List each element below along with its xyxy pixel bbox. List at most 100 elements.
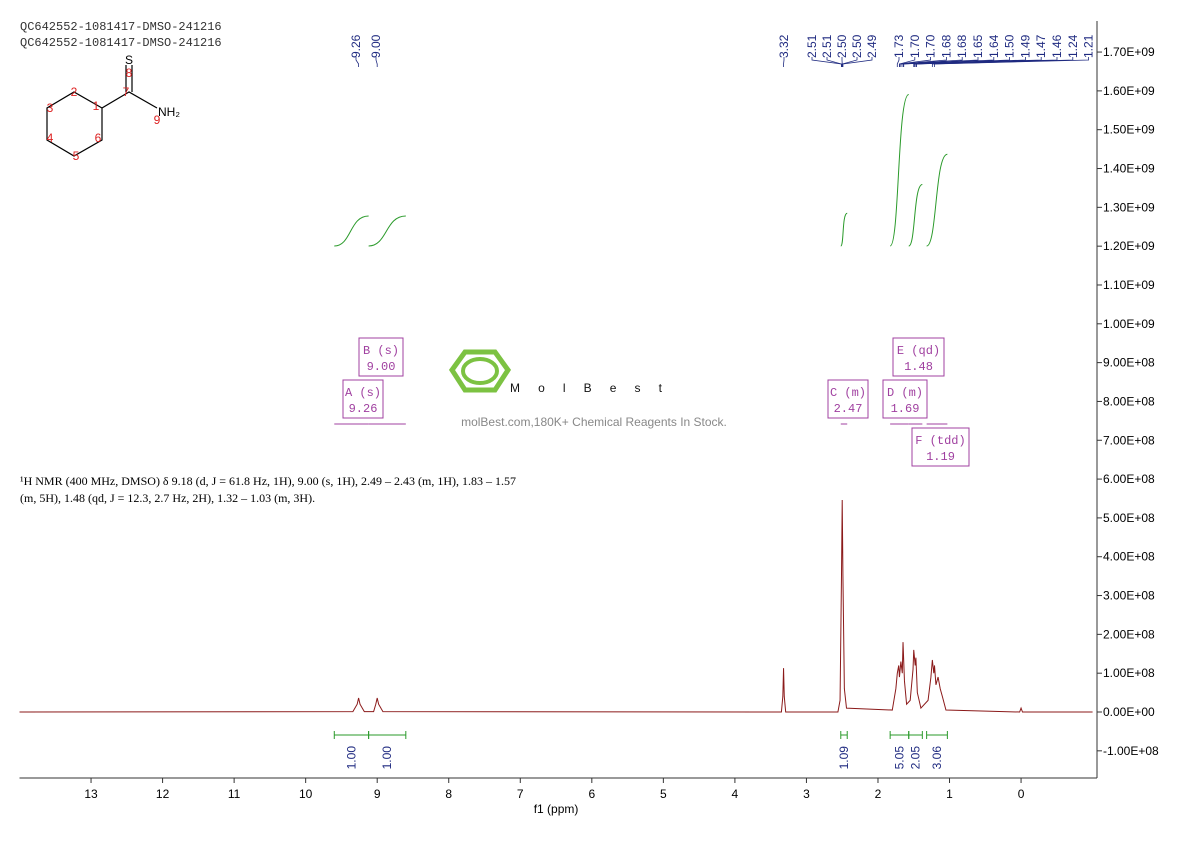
peak-label: 1.49 bbox=[1018, 34, 1032, 58]
multiplet-label: B (s) bbox=[363, 344, 399, 358]
y-tick-label: 1.20E+09 bbox=[1103, 239, 1155, 253]
integral-label: 2.05 bbox=[909, 746, 923, 770]
description: (m, 5H), 1.48 (qd, J = 12.3, 2.7 Hz, 2H)… bbox=[20, 491, 315, 505]
multiplet-shift: 9.26 bbox=[349, 402, 378, 416]
x-tick-label: 0 bbox=[1018, 787, 1025, 801]
atom: S bbox=[125, 53, 133, 67]
peak-label: 1.64 bbox=[987, 34, 1001, 58]
peak-label: 2.50 bbox=[835, 34, 849, 58]
peak-label: 2.51 bbox=[820, 34, 834, 58]
bonds bbox=[47, 92, 157, 156]
y-tick-label: 4.00E+08 bbox=[1103, 550, 1155, 564]
atom-number: 4 bbox=[47, 131, 54, 145]
y-tick-label: 1.00E+09 bbox=[1103, 317, 1155, 331]
peak-label: 1.21 bbox=[1082, 34, 1096, 58]
x-tick-label: 10 bbox=[299, 787, 313, 801]
integral-label: 5.05 bbox=[892, 746, 906, 770]
x-axis-label: f1 (ppm) bbox=[534, 802, 579, 816]
multiplet-shift: 1.48 bbox=[904, 360, 933, 374]
spectrum-line bbox=[20, 500, 1093, 712]
integral-label: 3.06 bbox=[930, 746, 944, 770]
peak-label: 1.68 bbox=[939, 34, 953, 58]
y-tick-label: 3.00E+08 bbox=[1103, 589, 1155, 603]
y-tick-label: 1.60E+09 bbox=[1103, 84, 1155, 98]
x-tick-label: 4 bbox=[732, 787, 739, 801]
multiplet-shift: 9.00 bbox=[367, 360, 396, 374]
y-tick-label: 9.00E+08 bbox=[1103, 356, 1155, 370]
x-tick-label: 5 bbox=[660, 787, 667, 801]
description: ¹H NMR (400 MHz, DMSO) δ 9.18 (d, J = 61… bbox=[20, 474, 516, 488]
peak-label: 2.51 bbox=[805, 34, 819, 58]
y-tick-label: 8.00E+08 bbox=[1103, 394, 1155, 408]
peak-label: 1.70 bbox=[908, 34, 922, 58]
x-tick-label: 8 bbox=[445, 787, 452, 801]
y-tick-label: 1.40E+09 bbox=[1103, 162, 1155, 176]
multiplet-label: D (m) bbox=[887, 386, 923, 400]
atom-number: 3 bbox=[47, 101, 54, 115]
peak-label: 1.68 bbox=[955, 34, 969, 58]
y-tick-label: 5.00E+08 bbox=[1103, 511, 1155, 525]
peak-label: 1.47 bbox=[1034, 34, 1048, 58]
header-line: QC642552-1081417-DMSO-241216 bbox=[20, 20, 222, 34]
atom-number: 9 bbox=[154, 113, 161, 127]
atom-number: 6 bbox=[95, 131, 102, 145]
y-tick-label: 0.00E+00 bbox=[1103, 705, 1155, 719]
integral-curve bbox=[841, 213, 847, 246]
peak-label: 1.70 bbox=[924, 34, 938, 58]
y-tick-label: 1.10E+09 bbox=[1103, 278, 1155, 292]
multiplet-shift: 1.69 bbox=[891, 402, 920, 416]
y-tick-label: 1.00E+08 bbox=[1103, 666, 1155, 680]
y-tick-label: 7.00E+08 bbox=[1103, 433, 1155, 447]
x-tick-label: 9 bbox=[374, 787, 381, 801]
multiplet-shift: 1.19 bbox=[926, 450, 955, 464]
x-tick-label: 7 bbox=[517, 787, 524, 801]
y-tick-label: 2.00E+08 bbox=[1103, 627, 1155, 641]
atom-number: 7 bbox=[123, 85, 130, 99]
brand: MolBest bbox=[510, 381, 663, 395]
atom-number: 8 bbox=[126, 66, 133, 80]
integral-curve bbox=[909, 185, 923, 247]
integral-label: 1.00 bbox=[380, 746, 394, 770]
y-tick-label: -1.00E+08 bbox=[1103, 744, 1159, 758]
x-tick-label: 1 bbox=[946, 787, 953, 801]
integral-curve bbox=[369, 216, 406, 246]
atom-number: 1 bbox=[93, 99, 100, 113]
atom-number: 2 bbox=[71, 85, 78, 99]
watermark: MolBest molBest.com,180K+ Chemical Reage… bbox=[452, 352, 727, 429]
multiplet-label: E (qd) bbox=[897, 344, 940, 358]
tagline: molBest.com,180K+ Chemical Reagents In S… bbox=[461, 415, 727, 429]
atom-number: 5 bbox=[73, 149, 80, 163]
integral-curve bbox=[890, 95, 909, 247]
x-tick-label: 12 bbox=[156, 787, 170, 801]
y-tick-label: 1.30E+09 bbox=[1103, 200, 1155, 214]
atom-numbers: 1 2 3 4 5 6 7 8 9 bbox=[47, 66, 161, 163]
x-tick-label: 6 bbox=[588, 787, 595, 801]
atom: NH₂ bbox=[158, 105, 180, 119]
y-tick-label: 1.70E+09 bbox=[1103, 45, 1155, 59]
integral-curve bbox=[334, 216, 368, 246]
x-tick-label: 3 bbox=[803, 787, 810, 801]
peak-label: 1.50 bbox=[1003, 34, 1017, 58]
peak-label: 3.32 bbox=[777, 34, 791, 58]
multiplet-label: C (m) bbox=[830, 386, 866, 400]
integral-label: 1.09 bbox=[837, 746, 851, 770]
peak-label: 9.00 bbox=[369, 34, 383, 58]
peak-label: 1.73 bbox=[892, 34, 906, 58]
multiplet-shift: 2.47 bbox=[834, 402, 863, 416]
peak-label: 9.26 bbox=[349, 34, 363, 58]
multiplet-label: A (s) bbox=[345, 386, 381, 400]
header-line: QC642552-1081417-DMSO-241216 bbox=[20, 36, 222, 50]
peak-label: 1.46 bbox=[1050, 34, 1064, 58]
multiplet-label: F (tdd) bbox=[915, 434, 965, 448]
peak-label: 2.50 bbox=[850, 34, 864, 58]
y-tick-label: 1.50E+09 bbox=[1103, 123, 1155, 137]
integral-label: 1.00 bbox=[344, 746, 358, 770]
x-tick-label: 13 bbox=[84, 787, 98, 801]
peak-label: 1.24 bbox=[1066, 34, 1080, 58]
structure bbox=[47, 65, 157, 156]
x-tick-label: 2 bbox=[875, 787, 882, 801]
peak-label: 2.49 bbox=[865, 34, 879, 58]
x-tick-label: 11 bbox=[228, 787, 241, 801]
y-tick-label: 6.00E+08 bbox=[1103, 472, 1155, 486]
